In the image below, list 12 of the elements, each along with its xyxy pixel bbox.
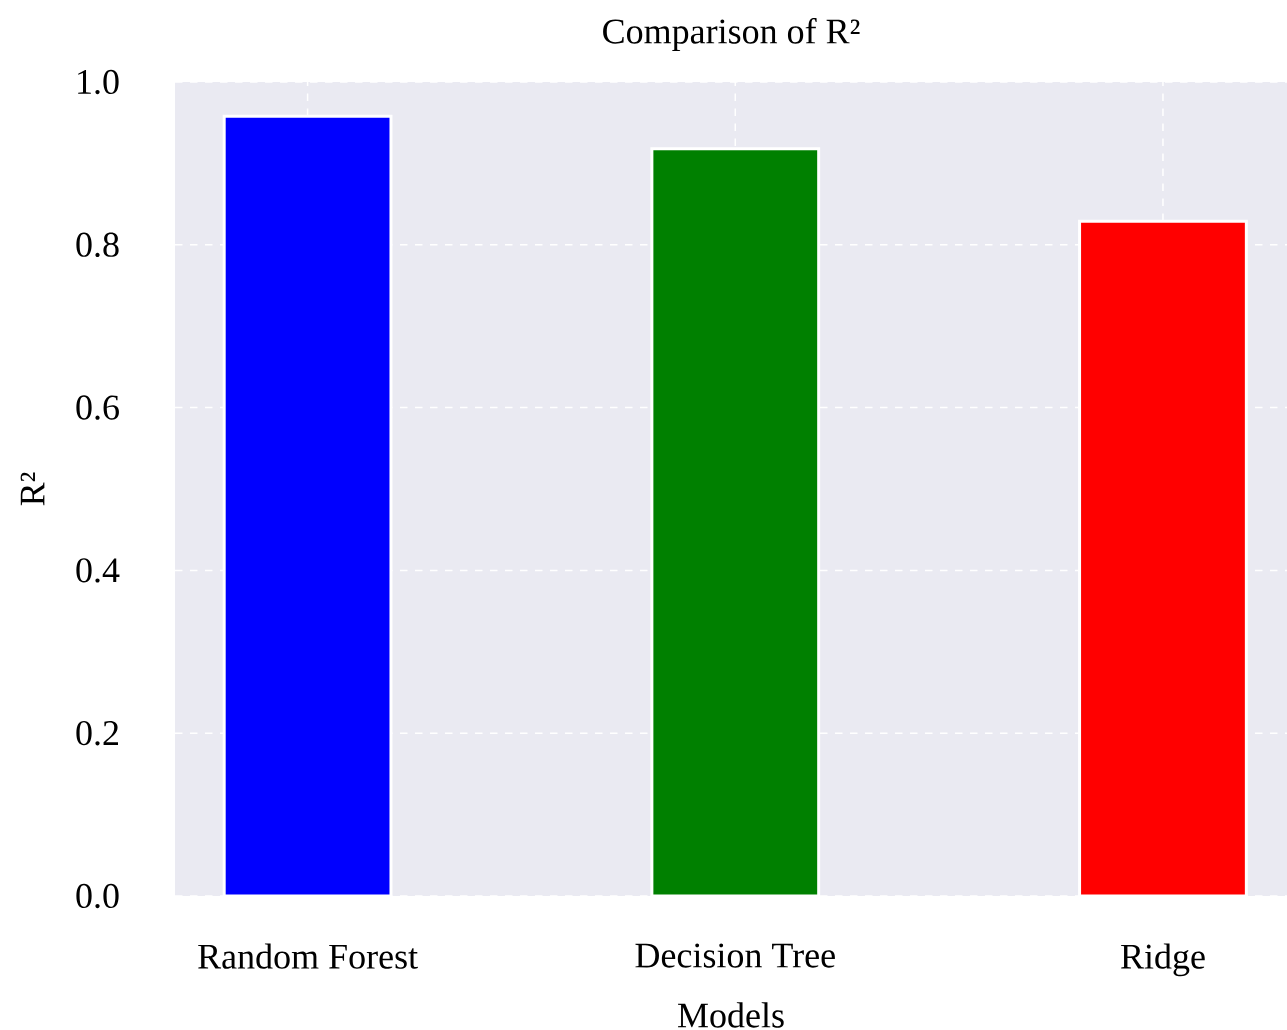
y-axis-title: R² [20, 472, 45, 506]
x-tick-label: Random Forest [198, 943, 418, 969]
y-tick-label: 0.4 [76, 558, 120, 583]
chart-title: Comparison of R² [603, 18, 860, 51]
y-tick-label: 0.6 [76, 395, 119, 420]
y-tick-label: 0.0 [76, 883, 119, 909]
x-axis-title: Models [678, 1002, 784, 1028]
x-tick-label: Decision Tree [635, 943, 835, 968]
y-tick-label: 1.0 [78, 69, 119, 95]
y-tick-label: 0.2 [76, 720, 118, 746]
x-tick-label: Ridge [1120, 943, 1205, 977]
y-tick-label: 0.8 [76, 232, 119, 258]
